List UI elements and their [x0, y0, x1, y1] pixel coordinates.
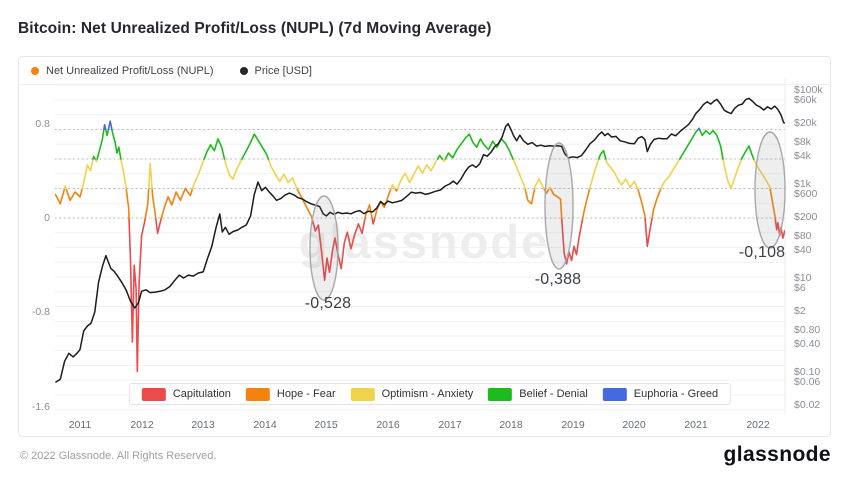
highlight-ellipse	[544, 142, 574, 270]
right-axis-tick: $100k	[794, 84, 823, 96]
zone-label: Belief - Denial	[519, 388, 588, 400]
right-axis-tick: $4k	[794, 150, 811, 162]
zone-legend-item-euphoria-greed: Euphoria - Greed	[602, 387, 719, 401]
chart-card	[18, 56, 831, 437]
right-axis-tick: $0.06	[794, 376, 821, 388]
zone-legend-item-hope-fear: Hope - Fear	[245, 387, 336, 401]
price-line	[55, 97, 785, 384]
left-axis-tick: 0	[44, 212, 50, 224]
low-value-annotation: -0,528	[304, 295, 352, 312]
watermark: glassnode	[299, 215, 549, 268]
x-axis-tick: 2022	[746, 419, 770, 431]
x-axis-tick: 2016	[376, 419, 400, 431]
right-axis-tick: $6	[794, 282, 806, 294]
right-axis-tick: $0.80	[794, 324, 821, 336]
series-layer	[55, 97, 785, 384]
x-axis-tick: 2012	[130, 419, 154, 431]
nupl-line-optimism-anxiety	[63, 158, 771, 190]
highlight-layer	[309, 131, 786, 301]
x-axis-tick: 2019	[561, 419, 585, 431]
right-axis-tick: $200	[794, 211, 818, 223]
zone-label: Hope - Fear	[276, 388, 336, 400]
left-axis-tick: -0.8	[31, 306, 50, 318]
legend-label: Price [USD]	[254, 64, 312, 77]
zone-legend-item-belief-denial: Belief - Denial	[488, 387, 588, 401]
right-axis-tick: $1k	[794, 178, 811, 190]
zone-swatch-icon	[488, 387, 513, 401]
nupl-line-capitulation	[128, 217, 785, 373]
right-axis-tick: $2	[794, 305, 806, 317]
zone-legend-item-capitulation: Capitulation	[141, 387, 231, 401]
left-axis-tick: -1.6	[31, 401, 50, 413]
zone-label: Optimism - Anxiety	[381, 388, 474, 400]
highlight-ellipse	[309, 195, 339, 301]
threshold-gridlines	[55, 129, 785, 219]
nupl-line-belief-denial	[92, 128, 755, 160]
x-axis-tick: 2014	[253, 419, 277, 431]
legend-separator	[18, 84, 831, 85]
zone-legend: Capitulation Hope - Fear Optimism - Anxiet…	[128, 383, 732, 405]
gridlines	[55, 84, 785, 411]
right-axis-tick: $0.10	[794, 366, 821, 378]
x-axis-tick: 2011	[68, 419, 92, 431]
right-axis-tick: $8k	[794, 136, 811, 148]
series-legend: Net Unrealized Profit/Loss (NUPL) Price […	[31, 63, 312, 78]
brand-wordmark: glassnode	[723, 443, 831, 466]
left-axis-tick: 0.8	[35, 118, 50, 130]
x-axis-tick: 2017	[438, 419, 462, 431]
zone-swatch-icon	[350, 387, 375, 401]
zone-label: Euphoria - Greed	[633, 388, 719, 400]
x-axis-tick: 2015	[314, 419, 338, 431]
right-axis-tick: $60k	[794, 94, 817, 106]
low-value-annotation: -0,108	[738, 244, 786, 261]
legend-dot-icon	[31, 66, 39, 75]
right-axis-tick: $40	[794, 244, 812, 256]
right-axis-tick: $0.02	[794, 399, 821, 411]
nupl-line-euphoria-greed	[103, 120, 701, 131]
legend-label: Net Unrealized Profit/Loss (NUPL)	[46, 64, 214, 77]
x-axis-tick: 2020	[622, 419, 646, 431]
series-legend-item-nupl[interactable]: Net Unrealized Profit/Loss (NUPL)	[31, 65, 214, 77]
right-axis-tick: $80	[794, 230, 812, 242]
right-axis-tick: $0.40	[794, 338, 821, 350]
legend-dot-icon	[239, 66, 248, 75]
x-axis-tick: 2021	[684, 419, 708, 431]
zone-legend-item-optimism-anxiety: Optimism - Anxiety	[350, 387, 474, 401]
zone-label: Capitulation	[172, 388, 231, 400]
copyright-text: © 2022 Glassnode. All Rights Reserved.	[20, 450, 217, 462]
series-legend-item-price[interactable]: Price [USD]	[239, 64, 312, 77]
x-axis-tick: 2013	[191, 419, 215, 431]
right-axis-tick: $600	[794, 188, 818, 200]
right-axis-tick: $20k	[794, 117, 817, 129]
low-value-annotation: -0,388	[534, 271, 582, 288]
zone-swatch-icon	[141, 387, 166, 401]
x-axis-tick: 2018	[499, 419, 523, 431]
right-axis-tick: $10	[794, 272, 812, 284]
highlight-ellipse	[754, 131, 786, 249]
chart-title: Bitcoin: Net Unrealized Profit/Loss (NUP…	[18, 20, 492, 37]
zone-swatch-icon	[602, 387, 627, 401]
zone-swatch-icon	[245, 387, 270, 401]
